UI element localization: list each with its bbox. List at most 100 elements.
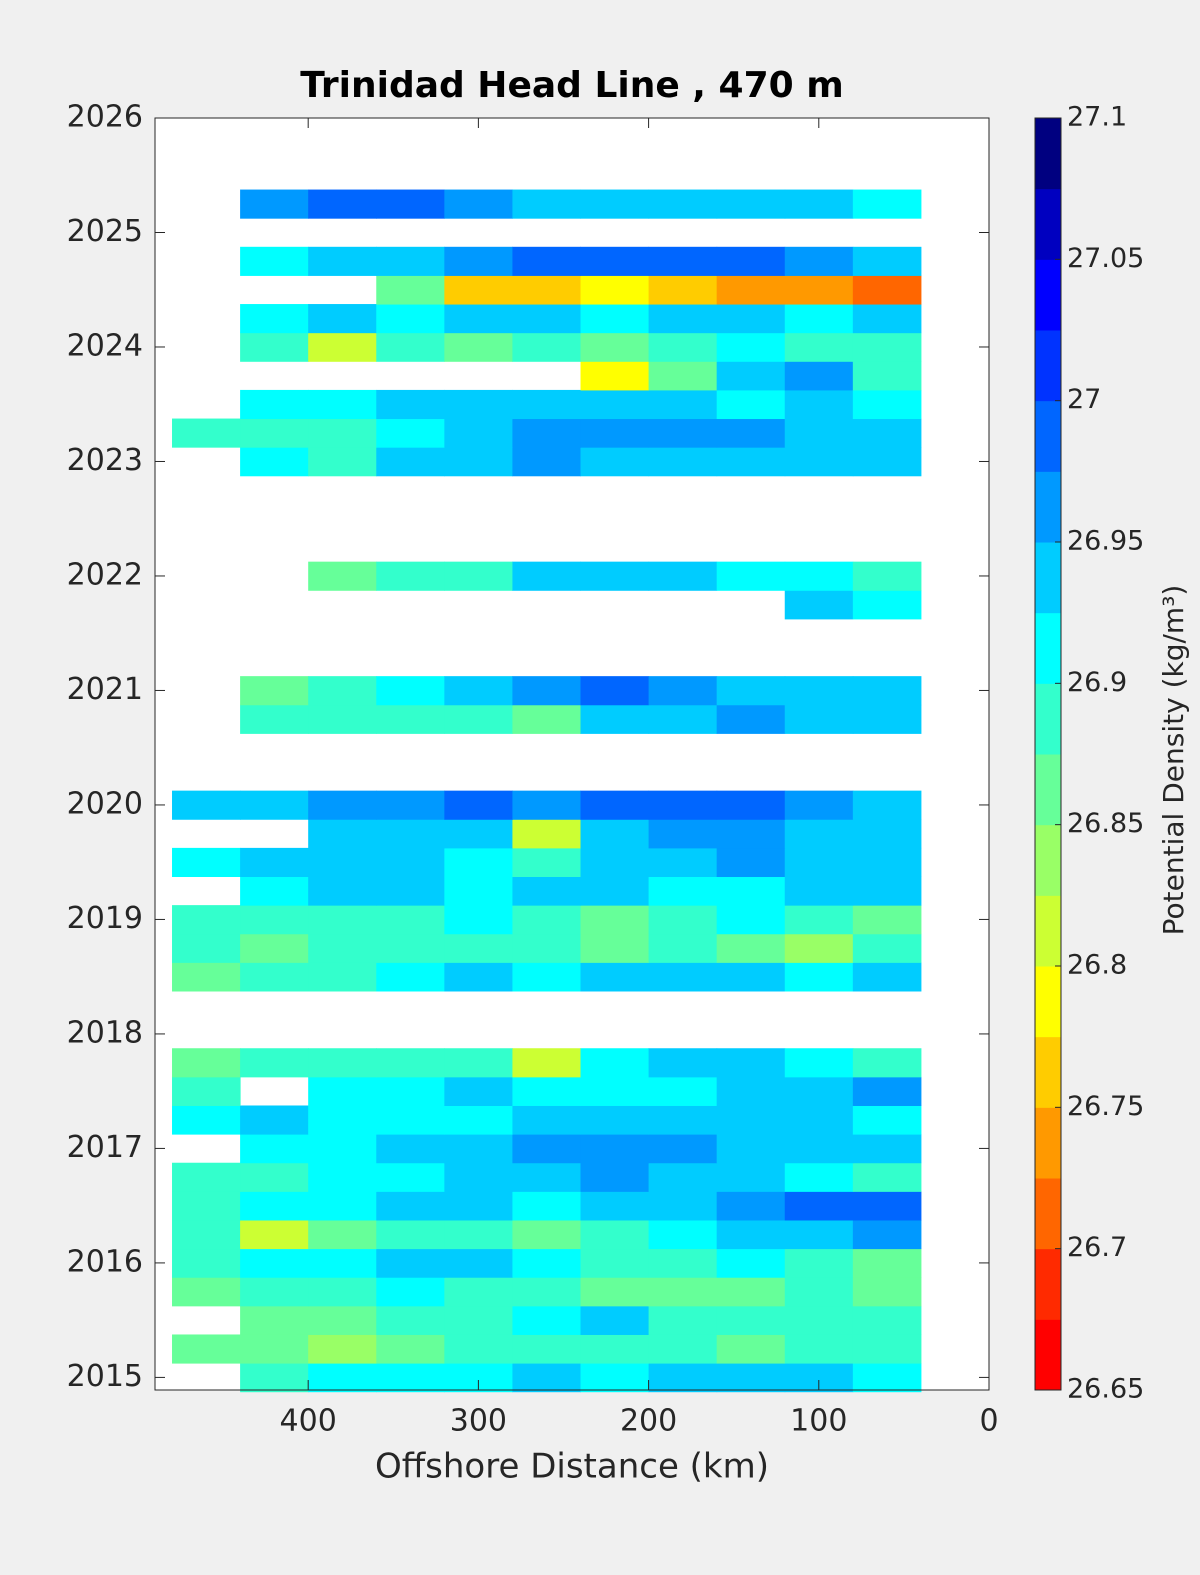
contour-cell	[716, 1363, 786, 1393]
contour-cell	[376, 1305, 445, 1335]
contour-cell	[172, 1048, 241, 1078]
contour-cell	[240, 962, 309, 992]
contour-cell	[852, 561, 922, 591]
contour-cell	[240, 1277, 309, 1307]
contour-cell	[512, 189, 582, 219]
contour-cell	[580, 1334, 650, 1364]
x-tick-label: 0	[979, 1404, 998, 1439]
contour-cell	[784, 1105, 854, 1135]
contour-cell	[852, 1134, 922, 1164]
contour-cell	[648, 189, 718, 219]
contour-cell	[784, 1219, 854, 1250]
contour-cell	[240, 1191, 309, 1221]
contour-cell	[784, 332, 854, 362]
contour-cell	[240, 389, 309, 420]
contour-cell	[376, 275, 445, 305]
contour-cell	[376, 1219, 445, 1250]
contour-cell	[444, 933, 513, 963]
contour-cell	[376, 876, 445, 906]
contour-cell	[784, 189, 854, 219]
contour-cell	[784, 676, 854, 706]
colorbar-swatch	[1035, 118, 1061, 190]
contour-cell	[580, 561, 650, 591]
contour-cell	[240, 876, 309, 906]
contour-cell	[240, 304, 309, 334]
contour-cell	[852, 905, 922, 935]
contour-cell	[648, 962, 718, 992]
contour-cell	[580, 418, 650, 448]
contour-cell	[308, 905, 377, 935]
colorbar-swatch	[1035, 259, 1061, 331]
contour-cell	[308, 1105, 377, 1135]
contour-cell	[580, 790, 650, 820]
contour-cell	[852, 332, 922, 362]
contour-cell	[784, 275, 854, 305]
contour-cell	[784, 246, 854, 276]
contour-cell	[308, 418, 377, 448]
contour-cell	[784, 1191, 854, 1221]
contour-cell	[784, 1134, 854, 1164]
y-tick-label: 2024	[67, 328, 143, 363]
contour-cell	[376, 246, 445, 276]
colorbar-swatch	[1035, 612, 1061, 684]
contour-cell	[852, 1076, 922, 1106]
contour-cell	[716, 1076, 786, 1106]
contour-cell	[648, 1048, 718, 1078]
contour-cell	[308, 1277, 377, 1307]
colorbar-swatch	[1035, 1107, 1061, 1179]
contour-cell	[308, 1134, 377, 1164]
contour-cell	[444, 847, 513, 878]
colorbar-tick-label: 26.65	[1067, 1374, 1144, 1405]
colorbar-swatch	[1035, 754, 1061, 826]
contour-cell	[852, 275, 922, 305]
contour-cell	[376, 933, 445, 963]
contour-cell	[648, 933, 718, 963]
contour-cell	[512, 790, 582, 820]
y-tick-label: 2026	[67, 100, 143, 135]
contour-cell	[716, 905, 786, 935]
contour-cell	[580, 389, 650, 420]
contour-cell	[308, 389, 377, 420]
contour-cell	[376, 962, 445, 992]
contour-cell	[240, 332, 309, 362]
contour-cell	[512, 389, 582, 420]
contour-cell	[648, 905, 718, 935]
contour-cell	[648, 246, 718, 276]
contour-cell	[716, 1334, 786, 1364]
contour-cell	[784, 704, 854, 734]
contour-cell	[648, 1334, 718, 1364]
contour-cell	[852, 819, 922, 849]
contour-cell	[444, 876, 513, 906]
contour-cell	[648, 389, 718, 420]
contour-cell	[716, 962, 786, 992]
x-tick-label: 300	[450, 1404, 507, 1439]
colorbar-tick-label: 26.85	[1067, 808, 1144, 839]
contour-cell	[784, 1305, 854, 1335]
contour-cell	[444, 1076, 513, 1106]
contour-cell	[444, 962, 513, 992]
contour-cell	[648, 1076, 718, 1106]
contour-cell	[648, 790, 718, 820]
contour-cell	[308, 876, 377, 906]
contour-cell	[716, 1105, 786, 1135]
contour-cell	[308, 1162, 377, 1192]
contour-cell	[444, 1048, 513, 1078]
contour-cell	[240, 418, 309, 448]
contour-cell	[648, 876, 718, 906]
contour-cell	[444, 332, 513, 362]
contour-cell	[376, 1162, 445, 1192]
contour-cell	[308, 304, 377, 334]
contour-cell	[444, 304, 513, 334]
contour-cell	[716, 1162, 786, 1192]
contour-cell	[580, 447, 650, 477]
contour-cell	[512, 1219, 582, 1250]
contour-cell	[716, 1277, 786, 1307]
colorbar-tick-label: 26.95	[1067, 526, 1144, 557]
contour-cell	[716, 1248, 786, 1278]
contour-cell	[240, 189, 309, 219]
contour-cell	[852, 246, 922, 276]
x-tick-label: 200	[620, 1404, 677, 1439]
contour-cell	[308, 819, 377, 849]
colorbar-swatch	[1035, 824, 1061, 896]
contour-cell	[716, 189, 786, 219]
